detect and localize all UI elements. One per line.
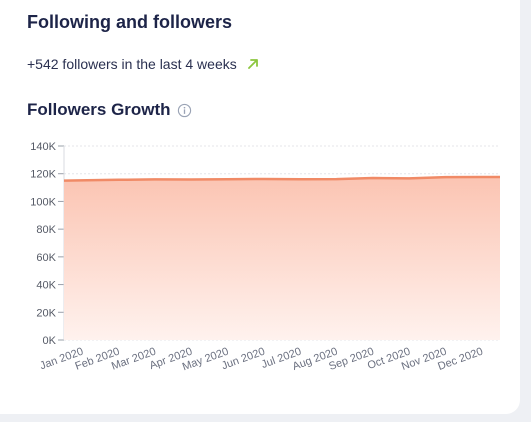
y-tick-label: 40K — [36, 280, 56, 292]
y-tick-label: 80K — [36, 224, 56, 236]
y-tick-label: 120K — [30, 169, 56, 181]
followers-growth-chart: 0K 20K 40K 60K 80K 100K 120K 140K Jan 2020 Feb 20… — [0, 130, 520, 422]
series-line — [63, 175, 500, 182]
growth-heading: Followers Growth — [27, 100, 192, 120]
followers-card: Following and followers +542 followers i… — [0, 0, 520, 414]
y-tick-label: 60K — [36, 252, 56, 264]
followers-change-text: +542 followers in the last 4 weeks — [27, 56, 237, 72]
area-fill — [64, 177, 500, 340]
followers-change: +542 followers in the last 4 weeks — [27, 56, 259, 72]
y-tick-label: 140K — [30, 141, 56, 153]
y-tick-label: 20K — [36, 307, 56, 319]
y-tick-label: 0K — [43, 335, 57, 347]
section-title: Following and followers — [27, 12, 232, 32]
y-tick-label: 100K — [30, 196, 56, 208]
growth-title: Followers Growth — [27, 100, 171, 119]
info-icon[interactable] — [177, 103, 192, 118]
trend-up-arrow-icon — [247, 59, 258, 69]
